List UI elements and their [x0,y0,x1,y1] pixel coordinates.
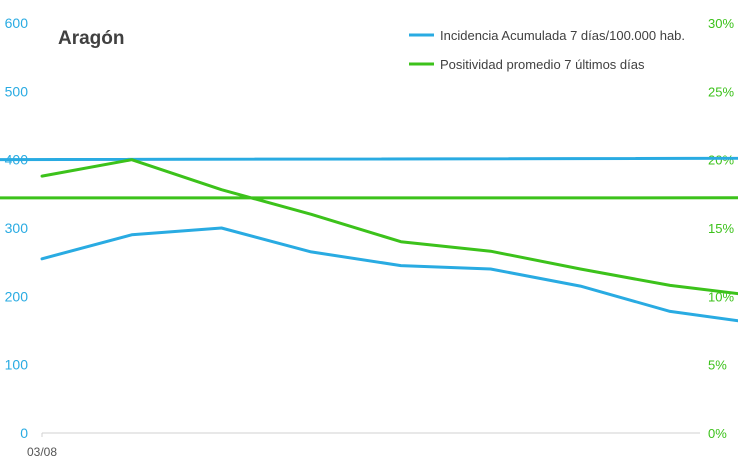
y-right-tick-label: 0% [708,426,727,441]
series-line-incidencia [0,156,738,323]
y-left-tick-label: 100 [5,357,29,373]
y-right-tick-label: 5% [708,358,727,373]
y-right-tick-label: 30% [708,16,734,31]
legend-label-positividad: Positividad promedio 7 últimos días [440,57,645,72]
y-axis-right: 0%5%10%15%20%25%30% [708,16,734,441]
chart-title: Aragón [58,28,125,49]
y-left-tick-label: 500 [5,83,29,99]
x-axis: 03/0803/0903/1003/1103/1203/0103/0203/03… [27,432,700,459]
y-right-tick-label: 15% [708,221,734,236]
y-right-tick-label: 25% [708,84,734,99]
series-layer [0,156,738,323]
y-right-tick-label: 20% [708,153,734,168]
y-left-tick-label: 200 [5,288,29,304]
y-left-tick-label: 600 [5,15,29,31]
legend: Incidencia Acumulada 7 días/100.000 hab.… [409,28,685,72]
legend-label-incidencia: Incidencia Acumulada 7 días/100.000 hab. [440,28,685,43]
y-left-tick-label: 0 [20,425,28,441]
y-left-tick-label: 300 [5,220,29,236]
x-tick-label: 03/08 [27,445,57,459]
